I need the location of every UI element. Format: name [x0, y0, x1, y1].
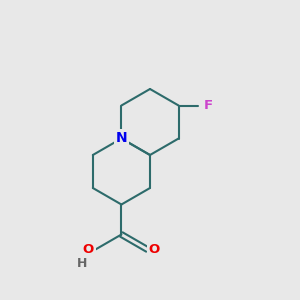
Text: H: H: [77, 257, 88, 270]
Text: O: O: [149, 243, 160, 256]
Text: F: F: [204, 99, 213, 112]
Text: N: N: [116, 131, 127, 146]
Text: O: O: [83, 243, 94, 256]
